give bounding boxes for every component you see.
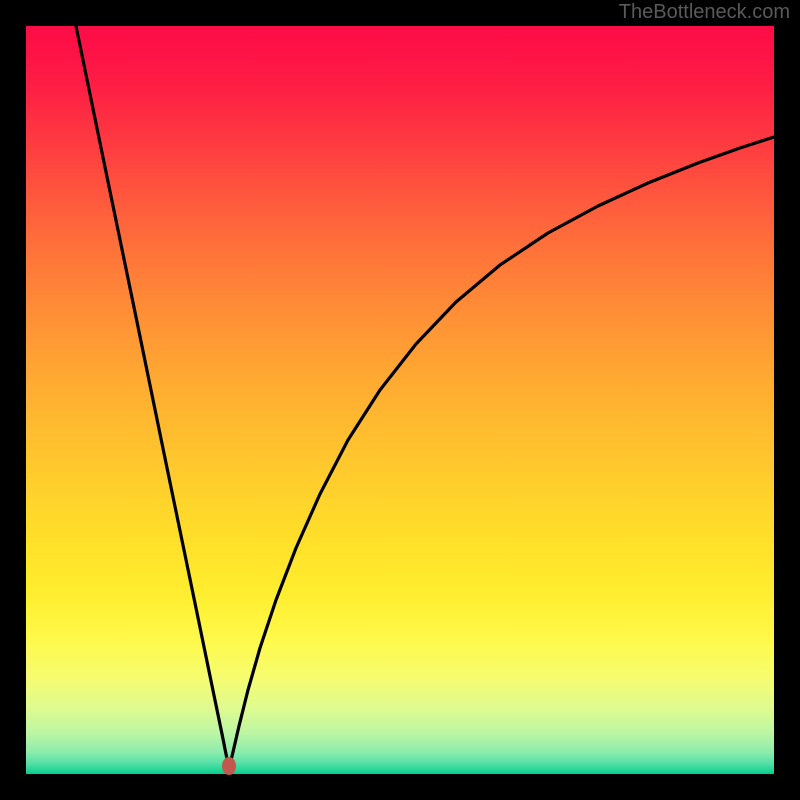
chart-svg	[0, 0, 800, 800]
minimum-marker	[222, 757, 236, 775]
chart-plot-background	[26, 26, 774, 774]
bottleneck-curve-chart: TheBottleneck.com	[0, 0, 800, 800]
